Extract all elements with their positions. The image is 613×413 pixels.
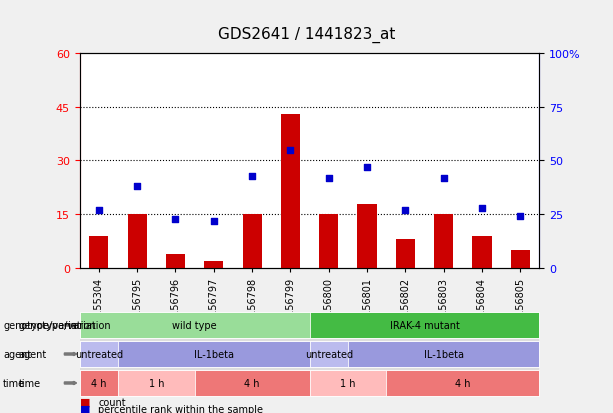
Point [439, 175, 449, 182]
Point [247, 173, 257, 179]
Bar [434, 215, 453, 268]
Text: 1 h: 1 h [148, 378, 164, 388]
Bar [357, 204, 376, 268]
Text: IL-1beta: IL-1beta [194, 349, 234, 359]
Point [362, 164, 372, 171]
Text: IL-1beta: IL-1beta [424, 349, 463, 359]
Text: ■: ■ [80, 404, 90, 413]
Text: agent: agent [3, 349, 31, 359]
Point [94, 207, 104, 214]
Text: GDS2641 / 1441823_at: GDS2641 / 1441823_at [218, 27, 395, 43]
Text: 4 h: 4 h [455, 378, 471, 388]
Point [209, 218, 219, 225]
Bar [204, 261, 223, 268]
Point [516, 214, 525, 220]
Text: 4 h: 4 h [91, 378, 107, 388]
Bar [281, 114, 300, 268]
Point [170, 216, 180, 222]
Text: ■: ■ [80, 397, 90, 407]
Point [132, 183, 142, 190]
Text: genotype/variation: genotype/variation [18, 320, 111, 330]
Bar [396, 240, 415, 268]
Text: untreated: untreated [305, 349, 353, 359]
Text: genotype/variation: genotype/variation [3, 320, 96, 330]
Bar [319, 215, 338, 268]
Bar [511, 251, 530, 268]
Bar [473, 236, 492, 268]
Text: IRAK-4 mutant: IRAK-4 mutant [390, 320, 459, 330]
Bar [166, 254, 185, 268]
Text: 1 h: 1 h [340, 378, 356, 388]
Text: percentile rank within the sample: percentile rank within the sample [98, 404, 263, 413]
Bar [128, 215, 147, 268]
Text: count: count [98, 397, 126, 407]
Bar [243, 215, 262, 268]
Text: untreated: untreated [75, 349, 123, 359]
Point [324, 175, 333, 182]
Point [477, 205, 487, 211]
Point [286, 147, 295, 154]
Point [400, 207, 410, 214]
Text: 4 h: 4 h [245, 378, 260, 388]
Bar [89, 236, 109, 268]
Text: wild type: wild type [172, 320, 217, 330]
Text: time: time [18, 378, 40, 388]
Text: agent: agent [18, 349, 47, 359]
Text: time: time [3, 378, 25, 388]
